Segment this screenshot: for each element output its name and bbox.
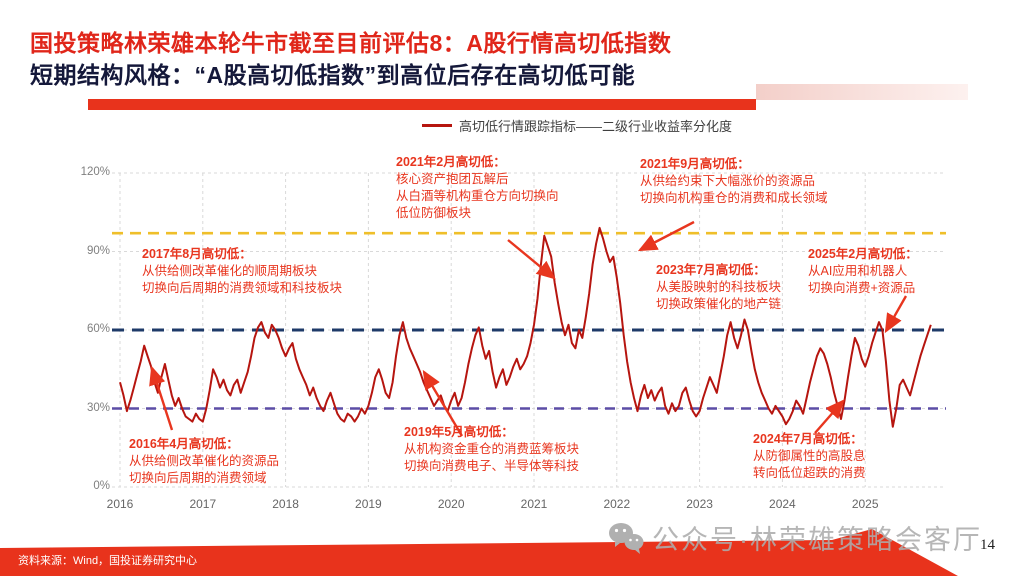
- chart-annotation: 2021年9月高切低： 从供给约束下大幅涨价的资源品 切换向机构重仓的消费和成长领域: [640, 156, 828, 207]
- x-tick-label: 2025: [851, 497, 879, 511]
- annotation-title: 2017年8月高切低：: [142, 247, 252, 261]
- chart-annotation: 2023年7月高切低： 从美股映射的科技板块 切换政策催化的地产链: [656, 262, 781, 313]
- annotation-line: 切换向机构重仓的消费和成长领域: [640, 191, 828, 205]
- annotation-arrow: [149, 365, 174, 431]
- annotation-title: 2021年2月高切低：: [396, 155, 506, 169]
- x-tick-label: 2016: [106, 497, 134, 511]
- x-tick-label: 2023: [686, 497, 713, 511]
- annotation-line: 切换向后周期的消费领域和科技板块: [142, 281, 343, 295]
- y-tick-label: 60%: [86, 323, 110, 335]
- watermark-text: 公众号·林荣雄策略会客厅: [652, 525, 982, 555]
- annotation-title: 2024年7月高切低：: [753, 432, 863, 446]
- annotation-arrow: [507, 239, 556, 280]
- title-fade-strip: [756, 84, 968, 100]
- annotation-line: 切换向消费电子、半导体等科技: [404, 459, 580, 473]
- x-tick-label: 2019: [355, 497, 382, 511]
- annotation-line: 从机构资金重仓的消费蓝筹板块: [404, 442, 580, 456]
- annotation-line: 低位防御板块: [396, 206, 472, 220]
- title-underline-bar: [88, 99, 756, 110]
- annotation-title: 2025年2月高切低：: [808, 247, 918, 261]
- annotation-line: 从供给侧改革催化的顺周期板块: [142, 264, 318, 278]
- x-tick-label: 2021: [520, 497, 548, 511]
- x-tick-label: 2022: [603, 497, 631, 511]
- annotation-line: 切换向后周期的消费领域: [129, 471, 267, 485]
- annotation-line: 核心资产抱团瓦解后: [396, 172, 509, 186]
- annotation-title: 2016年4月高切低：: [129, 437, 239, 451]
- legend-label: 高切低行情跟踪指标——二级行业收益率分化度: [458, 119, 732, 134]
- annotation-line: 切换向消费+资源品: [808, 281, 916, 295]
- annotation-line: 转向低位超跌的消费: [753, 466, 866, 480]
- x-tick-label: 2024: [769, 497, 796, 511]
- watermark: 公众号·林荣雄策略会客厅: [608, 518, 982, 557]
- chart-annotation: 2025年2月高切低： 从AI应用和机器人 切换向消费+资源品: [808, 246, 918, 297]
- annotation-arrow: [422, 369, 464, 437]
- chart-annotation: 2024年7月高切低： 从防御属性的高股息 转向低位超跌的消费: [753, 431, 866, 482]
- annotation-line: 从供给侧改革催化的资源品: [129, 454, 280, 468]
- y-tick-label: 30%: [86, 401, 110, 414]
- footer-red-band: [0, 529, 958, 576]
- annotation-arrow: [814, 399, 845, 434]
- chart-annotation: 2017年8月高切低： 从供给侧改革催化的顺周期板块切换向后周期的消费领域和科技板…: [142, 246, 342, 297]
- chart-annotation: 2019年5月高切低： 从机构资金重仓的消费蓝筹板块 切换向消费电子、半导体等科技: [404, 424, 579, 475]
- annotation-line: 从防御属性的高股息: [753, 449, 866, 463]
- chart-legend: 高切低行情跟踪指标——二级行业收益率分化度: [0, 116, 1024, 135]
- annotation-title: 2019年5月高切低：: [404, 425, 514, 439]
- page-title-line1: 国投策略林荣雄本轮牛市截至目前评估8：A股行情高切低指数: [30, 30, 672, 56]
- page-number: 14: [980, 537, 995, 553]
- annotation-line: 从AI应用和机器人: [808, 264, 908, 278]
- y-tick-label: 90%: [86, 244, 110, 257]
- annotation-arrow: [637, 220, 695, 252]
- x-tick-label: 2017: [189, 497, 217, 511]
- annotation-line: 切换政策催化的地产链: [656, 297, 782, 311]
- legend-line-swatch: [421, 124, 452, 127]
- annotation-title: 2023年7月高切低：: [656, 263, 766, 277]
- x-tick-label: 2020: [437, 497, 465, 511]
- annotation-line: 从供给约束下大幅涨价的资源品: [640, 174, 816, 188]
- annotation-line: 从白酒等机构重仓方向切换向: [396, 189, 559, 203]
- wechat-icon: [609, 522, 644, 554]
- page-title-line2: 短期结构风格：“A股高切低指数”到高位后存在高切低可能: [30, 62, 636, 88]
- series-line: [119, 226, 932, 428]
- annotation-line: 从美股映射的科技板块: [656, 280, 782, 294]
- chart-annotation: 2021年2月高切低： 核心资产抱团瓦解后从白酒等机构重仓方向切换向 低位防御板块: [396, 154, 559, 222]
- annotation-arrow: [884, 295, 908, 334]
- annotation-title: 2021年9月高切低：: [640, 157, 750, 171]
- source-note: 资料来源：Wind，国投证券研究中心: [18, 555, 198, 567]
- y-tick-label: 0%: [93, 480, 110, 492]
- x-tick-label: 2018: [272, 497, 299, 511]
- chart-annotation: 2016年4月高切低： 从供给侧改革催化的资源品 切换向后周期的消费领域: [129, 436, 279, 487]
- y-tick-label: 120%: [80, 166, 110, 178]
